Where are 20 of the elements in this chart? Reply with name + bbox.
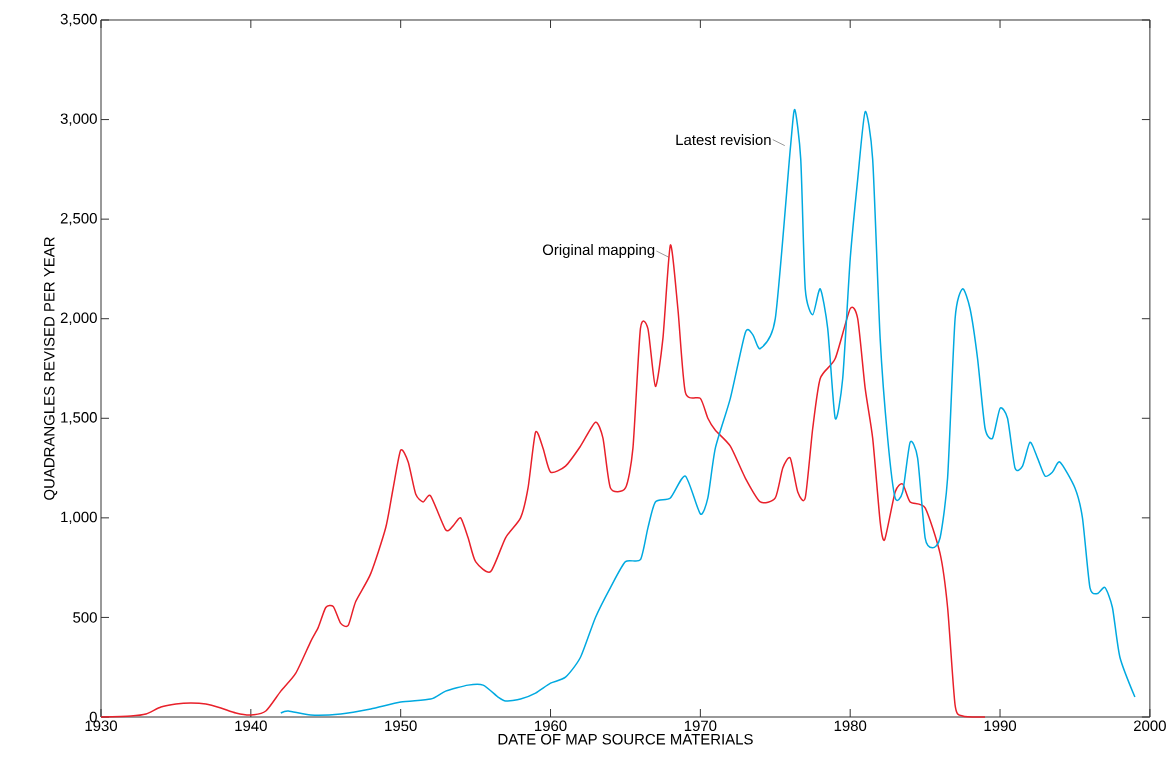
y-tick-label: 1,000 <box>61 511 97 525</box>
line-series <box>100 244 986 718</box>
x-tick-label: 1970 <box>684 720 717 732</box>
y-tick-label: 3,000 <box>60 113 97 126</box>
series-label: Latest revision <box>676 134 771 146</box>
y-tick-label: 3,500 <box>60 13 97 27</box>
x-tick-label: 1980 <box>834 720 867 732</box>
y-tick-label: 2,500 <box>60 212 97 226</box>
y-tick-label: 2,000 <box>60 312 97 325</box>
y-tick-label: 1,500 <box>61 412 97 425</box>
y-axis-title: QUADRANGLES REVISED PER YEAR <box>43 237 58 500</box>
series-label: Original mapping <box>542 244 655 258</box>
line-series <box>280 108 1136 716</box>
x-tick-label: 1950 <box>385 720 417 732</box>
x-tick-label: 2000 <box>1134 720 1166 732</box>
x-tick-label: 1940 <box>235 720 267 732</box>
x-tick-label: 1960 <box>535 720 567 732</box>
x-tick-label: 1990 <box>984 720 1017 732</box>
x-axis-title: DATE OF MAP SOURCE MATERIALS <box>498 733 753 745</box>
y-tick-label: 500 <box>73 612 97 623</box>
